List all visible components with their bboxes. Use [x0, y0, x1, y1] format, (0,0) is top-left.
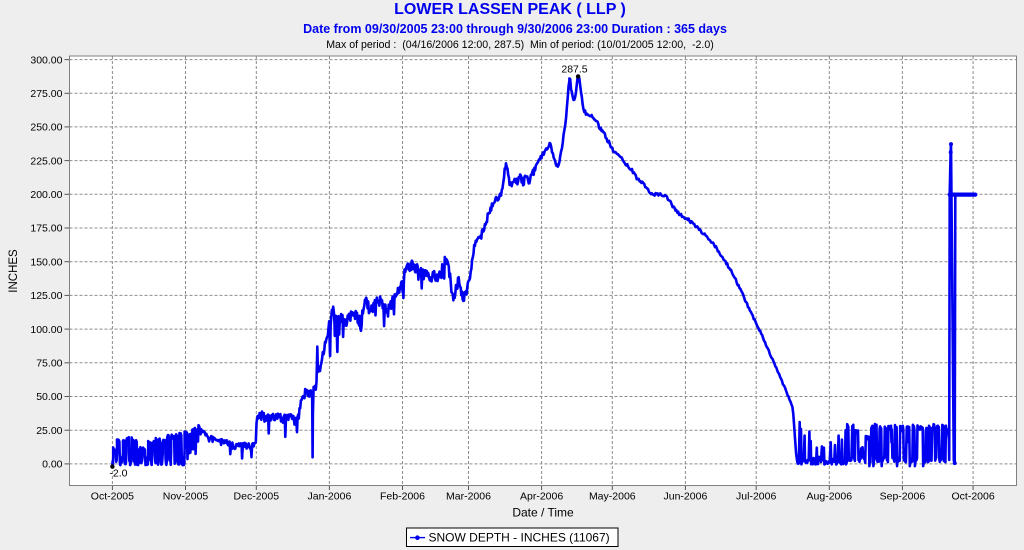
svg-text:100.00: 100.00 [30, 324, 62, 336]
svg-text:75.00: 75.00 [36, 358, 62, 370]
svg-text:Oct-2005: Oct-2005 [91, 491, 134, 503]
svg-text:300.00: 300.00 [30, 54, 62, 66]
svg-text:Jun-2006: Jun-2006 [664, 491, 708, 503]
svg-text:125.00: 125.00 [30, 290, 62, 302]
svg-text:225.00: 225.00 [30, 155, 62, 167]
svg-text:May-2006: May-2006 [589, 491, 636, 503]
svg-text:Dec-2005: Dec-2005 [234, 491, 280, 503]
svg-text:150.00: 150.00 [30, 256, 62, 268]
svg-text:Oct-2006: Oct-2006 [951, 491, 994, 503]
svg-text:Date / Time: Date / Time [512, 505, 574, 519]
svg-text:Mar-2006: Mar-2006 [446, 491, 491, 503]
svg-text:-2.0: -2.0 [109, 467, 127, 479]
svg-text:Sep-2006: Sep-2006 [880, 491, 926, 503]
svg-text:Feb-2006: Feb-2006 [380, 491, 425, 503]
svg-text:250.00: 250.00 [30, 122, 62, 134]
svg-text:Jan-2006: Jan-2006 [308, 491, 352, 503]
svg-text:Nov-2005: Nov-2005 [163, 491, 209, 503]
svg-text:25.00: 25.00 [36, 425, 62, 437]
svg-text:275.00: 275.00 [30, 88, 62, 100]
svg-text:200.00: 200.00 [30, 189, 62, 201]
svg-text:Aug-2006: Aug-2006 [807, 491, 853, 503]
svg-text:SNOW DEPTH - INCHES (11067): SNOW DEPTH - INCHES (11067) [429, 531, 610, 545]
svg-text:Apr-2006: Apr-2006 [520, 491, 563, 503]
svg-text:0.00: 0.00 [42, 459, 63, 471]
svg-text:50.00: 50.00 [36, 391, 62, 403]
svg-text:175.00: 175.00 [30, 223, 62, 235]
svg-text:Jul-2006: Jul-2006 [736, 491, 776, 503]
svg-text:287.5: 287.5 [561, 63, 587, 75]
svg-text:INCHES: INCHES [8, 249, 20, 293]
